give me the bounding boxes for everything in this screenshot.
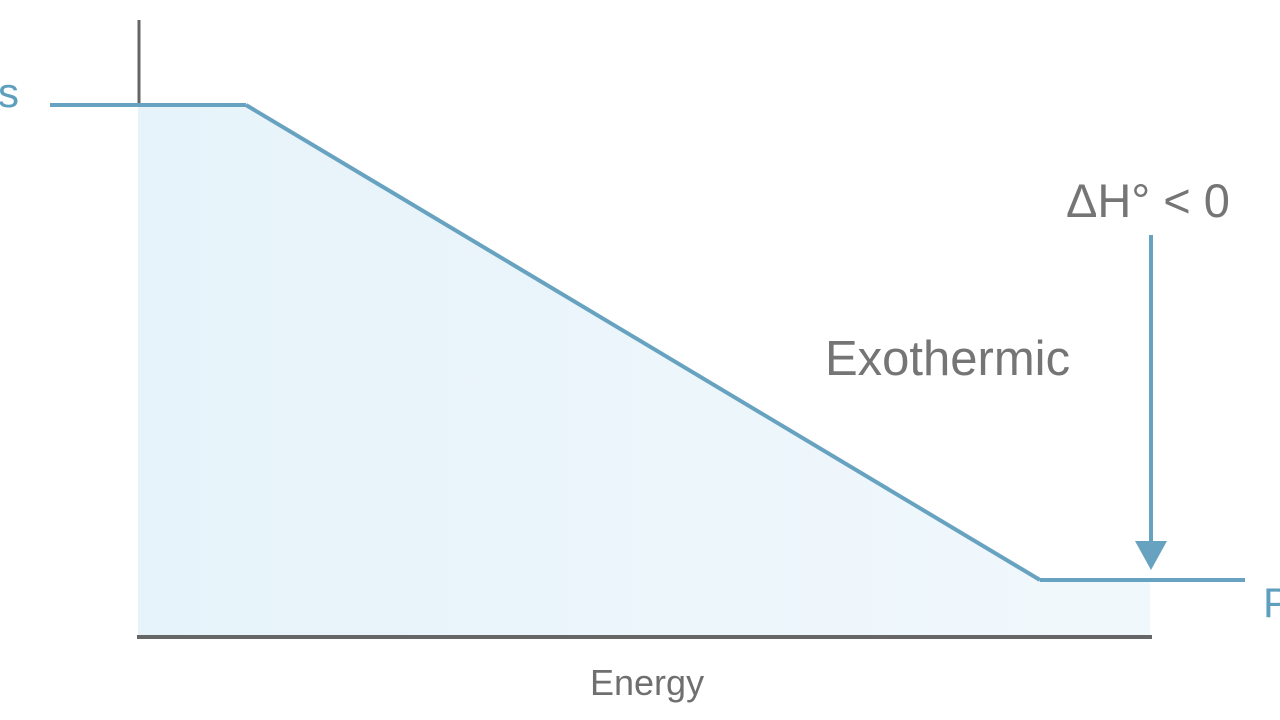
- energy-shaded-area: [138, 105, 1150, 637]
- reactants-label: s: [0, 69, 19, 116]
- energy-descent-line: [244, 103, 1042, 582]
- energy-axis-label: Energy: [590, 662, 704, 703]
- delta-h-label: ΔH° < 0: [1066, 174, 1230, 227]
- enthalpy-arrowhead-icon: [1135, 541, 1167, 570]
- products-label: P: [1263, 579, 1280, 626]
- exothermic-label: Exothermic: [825, 332, 1070, 386]
